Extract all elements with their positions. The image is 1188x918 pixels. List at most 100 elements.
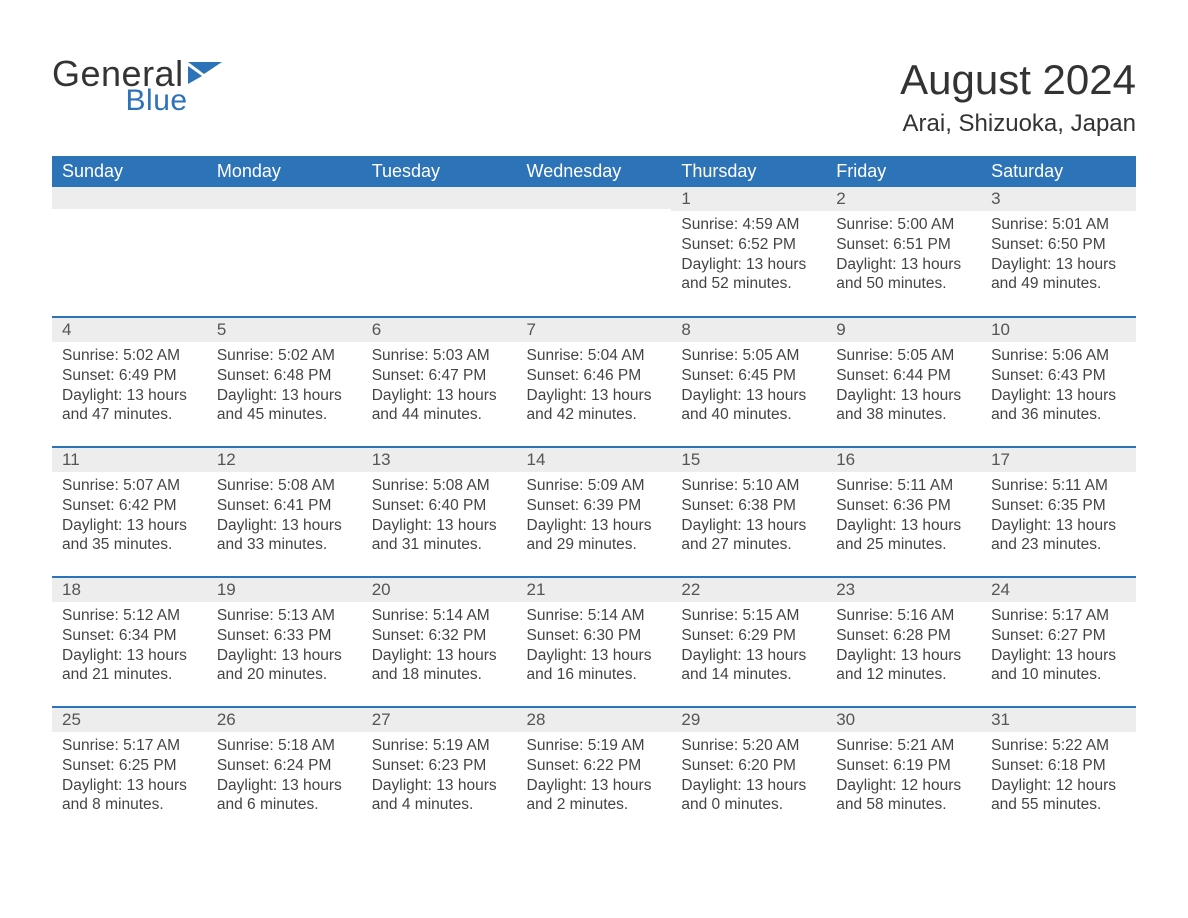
calendar-day-cell: 27Sunrise: 5:19 AMSunset: 6:23 PMDayligh… <box>362 707 517 837</box>
day-dl2: and 25 minutes. <box>836 535 973 555</box>
calendar-week-row: 1Sunrise: 4:59 AMSunset: 6:52 PMDaylight… <box>52 187 1136 317</box>
day-sunrise: Sunrise: 5:13 AM <box>217 606 354 626</box>
day-details: Sunrise: 5:19 AMSunset: 6:22 PMDaylight:… <box>517 732 672 821</box>
day-sunset: Sunset: 6:39 PM <box>527 496 664 516</box>
day-dl1: Daylight: 13 hours <box>681 516 818 536</box>
day-sunrise: Sunrise: 5:22 AM <box>991 736 1128 756</box>
day-sunrise: Sunrise: 5:14 AM <box>527 606 664 626</box>
day-sunset: Sunset: 6:35 PM <box>991 496 1128 516</box>
calendar-day-cell: 12Sunrise: 5:08 AMSunset: 6:41 PMDayligh… <box>207 447 362 577</box>
day-number: 18 <box>52 578 207 602</box>
day-details: Sunrise: 5:00 AMSunset: 6:51 PMDaylight:… <box>826 211 981 300</box>
calendar-table: SundayMondayTuesdayWednesdayThursdayFrid… <box>52 156 1136 837</box>
weekday-header: Thursday <box>671 156 826 187</box>
day-number: 27 <box>362 708 517 732</box>
day-number: 2 <box>826 187 981 211</box>
month-title: August 2024 <box>900 56 1136 104</box>
day-sunset: Sunset: 6:25 PM <box>62 756 199 776</box>
day-sunset: Sunset: 6:41 PM <box>217 496 354 516</box>
header-bar: General Blue August 2024 Arai, Shizuoka,… <box>52 56 1136 138</box>
weekday-header: Saturday <box>981 156 1136 187</box>
day-sunset: Sunset: 6:49 PM <box>62 366 199 386</box>
day-dl1: Daylight: 13 hours <box>527 646 664 666</box>
day-dl2: and 21 minutes. <box>62 665 199 685</box>
day-dl1: Daylight: 13 hours <box>217 776 354 796</box>
day-number: 6 <box>362 318 517 342</box>
day-number: 1 <box>671 187 826 211</box>
day-dl2: and 47 minutes. <box>62 405 199 425</box>
day-details: Sunrise: 5:07 AMSunset: 6:42 PMDaylight:… <box>52 472 207 561</box>
day-details: Sunrise: 4:59 AMSunset: 6:52 PMDaylight:… <box>671 211 826 300</box>
day-dl1: Daylight: 13 hours <box>991 646 1128 666</box>
day-sunrise: Sunrise: 5:07 AM <box>62 476 199 496</box>
day-dl1: Daylight: 12 hours <box>991 776 1128 796</box>
day-dl1: Daylight: 13 hours <box>372 776 509 796</box>
day-number: 22 <box>671 578 826 602</box>
day-details: Sunrise: 5:21 AMSunset: 6:19 PMDaylight:… <box>826 732 981 821</box>
day-details: Sunrise: 5:13 AMSunset: 6:33 PMDaylight:… <box>207 602 362 691</box>
day-sunset: Sunset: 6:38 PM <box>681 496 818 516</box>
day-sunset: Sunset: 6:33 PM <box>217 626 354 646</box>
day-dl2: and 14 minutes. <box>681 665 818 685</box>
day-dl2: and 52 minutes. <box>681 274 818 294</box>
day-dl1: Daylight: 13 hours <box>681 386 818 406</box>
day-number: 4 <box>52 318 207 342</box>
location-subtitle: Arai, Shizuoka, Japan <box>900 110 1136 138</box>
day-sunset: Sunset: 6:24 PM <box>217 756 354 776</box>
day-number: 30 <box>826 708 981 732</box>
calendar-day-cell: 4Sunrise: 5:02 AMSunset: 6:49 PMDaylight… <box>52 317 207 447</box>
day-dl2: and 8 minutes. <box>62 795 199 815</box>
day-number: 31 <box>981 708 1136 732</box>
day-dl2: and 36 minutes. <box>991 405 1128 425</box>
day-dl1: Daylight: 13 hours <box>836 516 973 536</box>
day-details: Sunrise: 5:15 AMSunset: 6:29 PMDaylight:… <box>671 602 826 691</box>
day-dl2: and 12 minutes. <box>836 665 973 685</box>
day-details: Sunrise: 5:04 AMSunset: 6:46 PMDaylight:… <box>517 342 672 431</box>
calendar-day-cell: 19Sunrise: 5:13 AMSunset: 6:33 PMDayligh… <box>207 577 362 707</box>
calendar-day-cell: 29Sunrise: 5:20 AMSunset: 6:20 PMDayligh… <box>671 707 826 837</box>
day-sunrise: Sunrise: 5:03 AM <box>372 346 509 366</box>
calendar-day-cell: 21Sunrise: 5:14 AMSunset: 6:30 PMDayligh… <box>517 577 672 707</box>
day-dl1: Daylight: 13 hours <box>62 516 199 536</box>
day-details: Sunrise: 5:18 AMSunset: 6:24 PMDaylight:… <box>207 732 362 821</box>
day-details: Sunrise: 5:12 AMSunset: 6:34 PMDaylight:… <box>52 602 207 691</box>
calendar-day-cell: 10Sunrise: 5:06 AMSunset: 6:43 PMDayligh… <box>981 317 1136 447</box>
day-sunrise: Sunrise: 5:12 AM <box>62 606 199 626</box>
day-dl2: and 16 minutes. <box>527 665 664 685</box>
day-dl2: and 31 minutes. <box>372 535 509 555</box>
day-details: Sunrise: 5:22 AMSunset: 6:18 PMDaylight:… <box>981 732 1136 821</box>
calendar-day-cell: 15Sunrise: 5:10 AMSunset: 6:38 PMDayligh… <box>671 447 826 577</box>
day-sunrise: Sunrise: 5:15 AM <box>681 606 818 626</box>
calendar-day-cell: 2Sunrise: 5:00 AMSunset: 6:51 PMDaylight… <box>826 187 981 317</box>
day-dl2: and 29 minutes. <box>527 535 664 555</box>
calendar-day-cell: 6Sunrise: 5:03 AMSunset: 6:47 PMDaylight… <box>362 317 517 447</box>
day-number: 24 <box>981 578 1136 602</box>
day-details: Sunrise: 5:16 AMSunset: 6:28 PMDaylight:… <box>826 602 981 691</box>
day-sunset: Sunset: 6:36 PM <box>836 496 973 516</box>
calendar-day-cell: 17Sunrise: 5:11 AMSunset: 6:35 PMDayligh… <box>981 447 1136 577</box>
day-dl1: Daylight: 13 hours <box>836 646 973 666</box>
day-details: Sunrise: 5:17 AMSunset: 6:27 PMDaylight:… <box>981 602 1136 691</box>
day-sunrise: Sunrise: 5:08 AM <box>217 476 354 496</box>
day-sunset: Sunset: 6:20 PM <box>681 756 818 776</box>
calendar-day-cell <box>362 187 517 317</box>
day-details: Sunrise: 5:11 AMSunset: 6:36 PMDaylight:… <box>826 472 981 561</box>
day-dl2: and 20 minutes. <box>217 665 354 685</box>
calendar-day-cell: 30Sunrise: 5:21 AMSunset: 6:19 PMDayligh… <box>826 707 981 837</box>
day-sunrise: Sunrise: 5:08 AM <box>372 476 509 496</box>
day-sunset: Sunset: 6:28 PM <box>836 626 973 646</box>
day-dl1: Daylight: 13 hours <box>527 386 664 406</box>
calendar-day-cell: 3Sunrise: 5:01 AMSunset: 6:50 PMDaylight… <box>981 187 1136 317</box>
day-dl2: and 10 minutes. <box>991 665 1128 685</box>
calendar-day-cell: 9Sunrise: 5:05 AMSunset: 6:44 PMDaylight… <box>826 317 981 447</box>
day-sunrise: Sunrise: 5:04 AM <box>527 346 664 366</box>
day-dl1: Daylight: 13 hours <box>681 646 818 666</box>
day-sunset: Sunset: 6:51 PM <box>836 235 973 255</box>
day-sunset: Sunset: 6:34 PM <box>62 626 199 646</box>
page-heading: August 2024 Arai, Shizuoka, Japan <box>900 56 1136 138</box>
day-sunset: Sunset: 6:40 PM <box>372 496 509 516</box>
calendar-day-cell: 13Sunrise: 5:08 AMSunset: 6:40 PMDayligh… <box>362 447 517 577</box>
day-number: 25 <box>52 708 207 732</box>
empty-day <box>517 187 672 209</box>
day-sunset: Sunset: 6:47 PM <box>372 366 509 386</box>
